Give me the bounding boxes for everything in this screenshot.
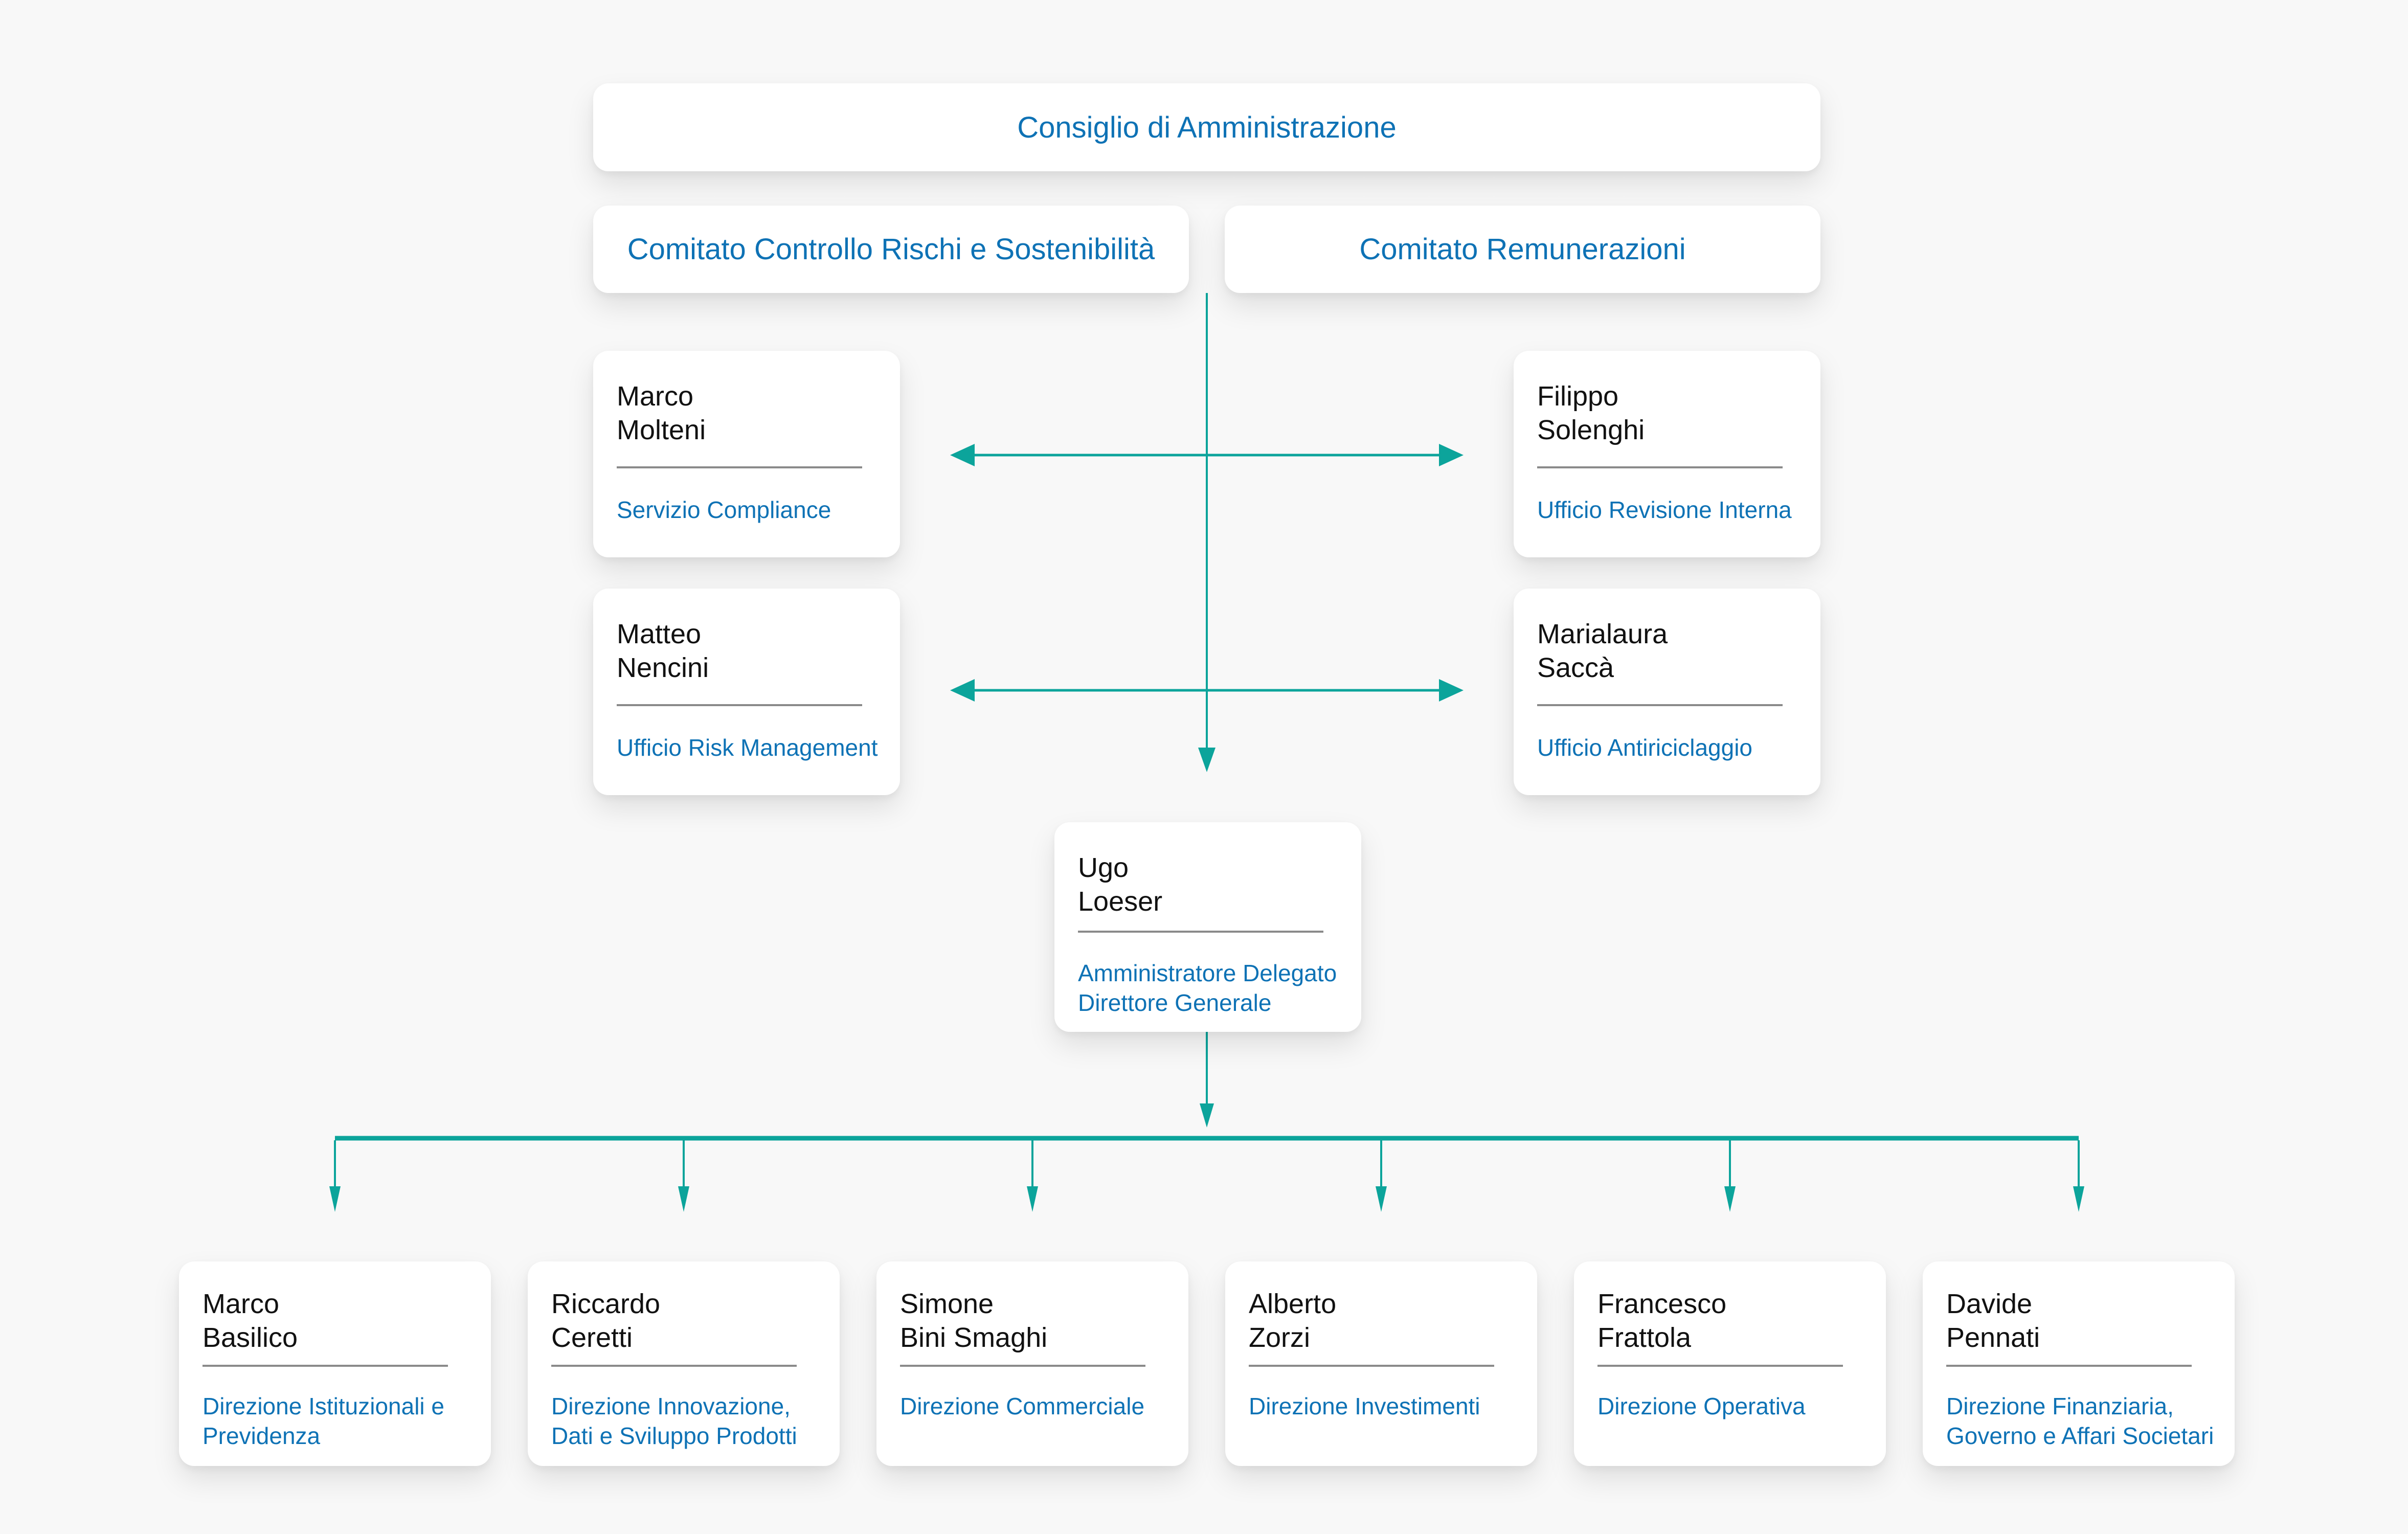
committee-card-controllo-rischi: Comitato Controllo Rischi e Sostenibilit… <box>593 206 1189 293</box>
arrowhead-drop-binismaghi <box>1027 1186 1038 1212</box>
person-card-marco-molteni: Marco Molteni Servizio Compliance <box>593 351 900 557</box>
divider <box>617 466 862 468</box>
board-label: Consiglio di Amministrazione <box>1017 110 1397 144</box>
arrowhead-drop-pennati <box>2073 1186 2084 1212</box>
arrowhead-drop-frattola <box>1724 1186 1736 1212</box>
person-name: Filippo Solenghi <box>1537 381 1645 445</box>
person-unit: Direzione Investimenti <box>1249 1393 1480 1419</box>
person-card-riccardo-ceretti: Riccardo Ceretti Direzione Innovazione, … <box>528 1261 840 1466</box>
divider <box>1537 466 1783 468</box>
person-unit: Direzione Commerciale <box>900 1393 1145 1419</box>
person-card-alberto-zorzi: Alberto Zorzi Direzione Investimenti <box>1225 1261 1537 1466</box>
arrowhead-drop-zorzi <box>1376 1186 1387 1212</box>
committee-label: Comitato Controllo Rischi e Sostenibilit… <box>627 233 1155 266</box>
board-card: Consiglio di Amministrazione <box>593 83 1820 171</box>
person-card-marialaura-sacca: Marialaura Saccà Ufficio Antiriciclaggio <box>1514 589 1820 795</box>
person-name: Ugo Loeser <box>1078 852 1163 917</box>
person-name: Marialaura Saccà <box>1537 619 1668 683</box>
person-name: Marco Basilico <box>202 1289 298 1353</box>
divider <box>900 1365 1145 1367</box>
person-name: Marco Molteni <box>617 381 706 445</box>
person-card-ugo-loeser: Ugo Loeser Amministratore Delegato Diret… <box>1054 822 1361 1032</box>
arrowhead-row1-left <box>950 444 975 466</box>
person-name: Alberto Zorzi <box>1249 1289 1337 1353</box>
person-name: Davide Pennati <box>1946 1289 2040 1353</box>
person-unit: Direzione Innovazione, Dati e Sviluppo P… <box>551 1393 797 1449</box>
divider <box>1946 1365 2192 1367</box>
committee-card-remunerazioni: Comitato Remunerazioni <box>1225 206 1820 293</box>
divider <box>551 1365 797 1367</box>
divider <box>1078 931 1323 933</box>
committee-label: Comitato Remunerazioni <box>1359 233 1686 266</box>
arrowhead-row2-right <box>1439 679 1464 702</box>
person-card-simone-bini-smaghi: Simone Bini Smaghi Direzione Commerciale <box>876 1261 1188 1466</box>
person-unit: Direzione Finanziaria, Governo e Affari … <box>1946 1393 2214 1449</box>
person-unit: Ufficio Revisione Interna <box>1537 497 1792 523</box>
person-unit: Servizio Compliance <box>617 497 831 523</box>
divider <box>202 1365 448 1367</box>
person-name: Simone Bini Smaghi <box>900 1289 1048 1353</box>
person-card-francesco-frattola: Francesco Frattola Direzione Operativa <box>1574 1261 1886 1466</box>
person-card-matteo-nencini: Matteo Nencini Ufficio Risk Management <box>593 589 900 795</box>
arrowhead-row1-right <box>1439 444 1464 466</box>
person-titles: Amministratore Delegato Direttore Genera… <box>1078 960 1337 1016</box>
person-unit: Ufficio Risk Management <box>617 734 878 761</box>
person-unit: Direzione Operativa <box>1597 1393 1806 1419</box>
person-name: Matteo Nencini <box>617 619 709 683</box>
divider <box>1537 704 1783 706</box>
arrowhead-row2-left <box>950 679 975 702</box>
divider <box>617 704 862 706</box>
arrowhead-drop-basilico <box>329 1186 341 1212</box>
person-card-filippo-solenghi: Filippo Solenghi Ufficio Revisione Inter… <box>1514 351 1820 557</box>
person-card-davide-pennati: Davide Pennati Direzione Finanziaria, Go… <box>1923 1261 2235 1466</box>
person-card-marco-basilico: Marco Basilico Direzione Istituzionali e… <box>179 1261 491 1466</box>
person-name: Riccardo Ceretti <box>551 1289 661 1353</box>
person-unit: Ufficio Antiriciclaggio <box>1537 734 1753 761</box>
divider <box>1597 1365 1843 1367</box>
person-unit: Direzione Istituzionali e Previdenza <box>202 1393 445 1449</box>
arrowhead-drop-ceretti <box>678 1186 689 1212</box>
divider <box>1249 1365 1494 1367</box>
arrowhead-ceo-down <box>1200 1103 1214 1127</box>
arrowhead-down-to-ceo <box>1198 748 1216 772</box>
person-name: Francesco Frattola <box>1597 1289 1727 1353</box>
